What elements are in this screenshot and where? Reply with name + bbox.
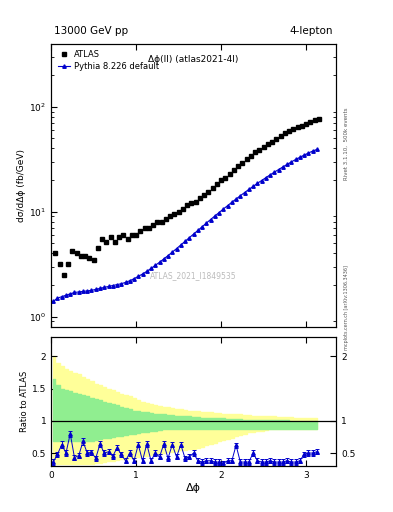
Text: 13000 GeV pp: 13000 GeV pp <box>54 27 128 36</box>
Pythia 8.226 default <box>51 298 55 305</box>
Text: ATLAS_2021_I1849535: ATLAS_2021_I1849535 <box>150 271 237 281</box>
X-axis label: Δϕ: Δϕ <box>186 482 201 493</box>
ATLAS <box>240 160 245 166</box>
Y-axis label: Ratio to ATLAS: Ratio to ATLAS <box>20 371 29 432</box>
Pythia 8.226 default <box>314 146 319 153</box>
ATLAS <box>138 228 143 234</box>
Pythia 8.226 default <box>132 275 136 282</box>
ATLAS <box>61 272 66 278</box>
Text: mcplots.cern.ch [arXiv:1306.3436]: mcplots.cern.ch [arXiv:1306.3436] <box>344 265 349 350</box>
Line: ATLAS: ATLAS <box>53 117 321 278</box>
Line: Pythia 8.226 default: Pythia 8.226 default <box>51 147 319 303</box>
Pythia 8.226 default <box>123 280 128 286</box>
Text: Rivet 3.1.10,  500k events: Rivet 3.1.10, 500k events <box>344 107 349 180</box>
ATLAS <box>317 116 321 122</box>
ATLAS <box>53 250 58 257</box>
Pythia 8.226 default <box>310 148 315 154</box>
Text: Δϕ(ll) (atlas2021-4l): Δϕ(ll) (atlas2021-4l) <box>149 55 239 64</box>
Pythia 8.226 default <box>234 196 239 202</box>
ATLAS <box>189 200 194 206</box>
ATLAS <box>180 206 185 212</box>
Legend: ATLAS, Pythia 8.226 default: ATLAS, Pythia 8.226 default <box>55 48 161 73</box>
Pythia 8.226 default <box>174 246 179 252</box>
Y-axis label: dσ/dΔϕ (fb/GeV): dσ/dΔϕ (fb/GeV) <box>17 148 26 222</box>
Pythia 8.226 default <box>183 238 187 244</box>
Text: 4-lepton: 4-lepton <box>290 27 333 36</box>
ATLAS <box>312 117 317 123</box>
ATLAS <box>130 232 134 238</box>
